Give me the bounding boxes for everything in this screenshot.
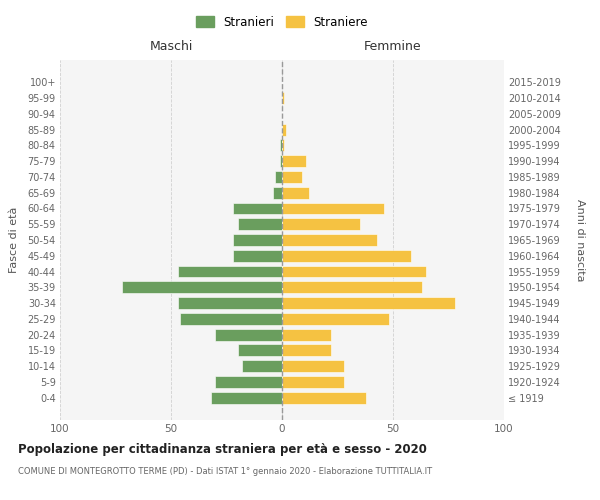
Bar — [280, 140, 282, 151]
Bar — [238, 344, 282, 356]
Bar — [282, 313, 389, 325]
Bar — [242, 360, 282, 372]
Bar — [178, 266, 282, 278]
Bar — [280, 155, 282, 167]
Bar — [282, 328, 331, 340]
Text: COMUNE DI MONTEGROTTO TERME (PD) - Dati ISTAT 1° gennaio 2020 - Elaborazione TUT: COMUNE DI MONTEGROTTO TERME (PD) - Dati … — [18, 468, 432, 476]
Bar — [282, 360, 344, 372]
Y-axis label: Fasce di età: Fasce di età — [9, 207, 19, 273]
Bar — [180, 313, 282, 325]
Text: Femmine: Femmine — [364, 40, 422, 52]
Bar — [282, 234, 377, 246]
Legend: Stranieri, Straniere: Stranieri, Straniere — [191, 11, 373, 34]
Text: Maschi: Maschi — [149, 40, 193, 52]
Bar — [215, 328, 282, 340]
Bar — [282, 171, 302, 183]
Text: Popolazione per cittadinanza straniera per età e sesso - 2020: Popolazione per cittadinanza straniera p… — [18, 442, 427, 456]
Bar — [282, 392, 367, 404]
Bar — [282, 376, 344, 388]
Bar — [233, 234, 282, 246]
Bar — [282, 250, 411, 262]
Bar — [233, 250, 282, 262]
Bar — [282, 155, 307, 167]
Bar — [282, 266, 426, 278]
Bar — [282, 218, 360, 230]
Bar — [282, 282, 422, 293]
Bar — [211, 392, 282, 404]
Bar — [233, 202, 282, 214]
Bar — [282, 202, 384, 214]
Bar — [275, 171, 282, 183]
Y-axis label: Anni di nascita: Anni di nascita — [575, 198, 585, 281]
Bar — [282, 297, 455, 309]
Bar — [238, 218, 282, 230]
Bar — [282, 140, 284, 151]
Bar — [273, 187, 282, 198]
Bar — [122, 282, 282, 293]
Bar — [215, 376, 282, 388]
Bar — [178, 297, 282, 309]
Bar — [282, 124, 286, 136]
Bar — [282, 92, 284, 104]
Bar — [282, 344, 331, 356]
Bar — [282, 187, 308, 198]
